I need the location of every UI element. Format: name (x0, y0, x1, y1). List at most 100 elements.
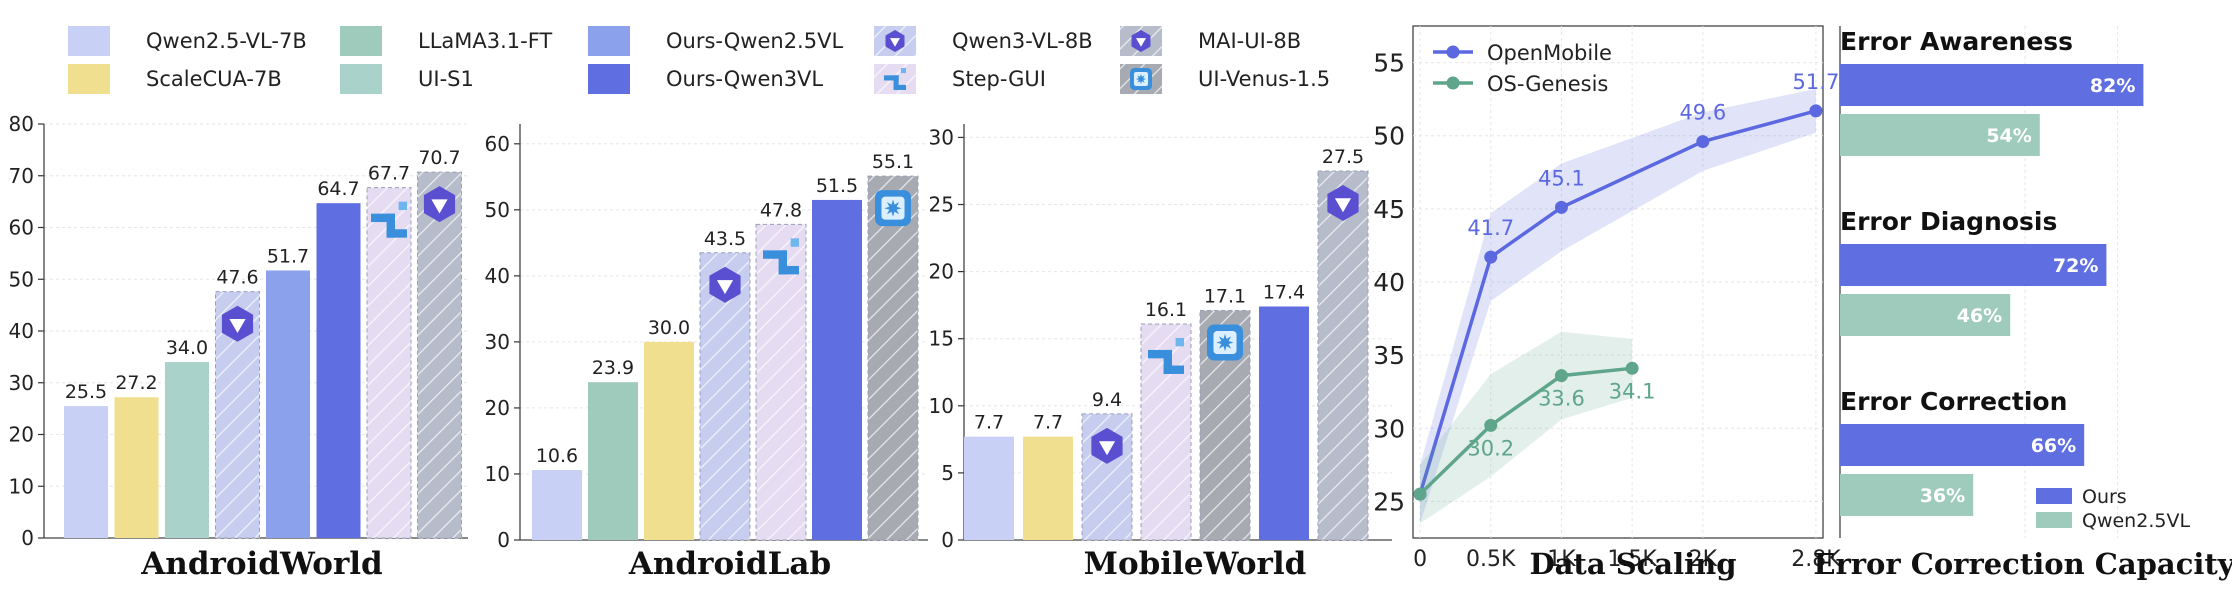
step-logo-bar (1163, 349, 1172, 374)
bar-value-label: 67.7 (368, 163, 410, 185)
step-logo-dot (900, 68, 906, 74)
bar-value-label: 27.2 (115, 372, 157, 394)
bar-value-label: 72% (2053, 255, 2098, 277)
bar-qwen25 (964, 436, 1014, 540)
bar-outline (1199, 310, 1251, 541)
qwen-logo-inner (716, 280, 734, 295)
legend-item-ours25: Ours-Qwen2.5VL (588, 26, 843, 56)
legend-item-maiui: MAI-UI-8B (1120, 26, 1301, 56)
bar-hatch (367, 187, 411, 538)
chart-title: Data Scaling (1529, 547, 1736, 581)
step-logo-dot (1175, 337, 1184, 347)
legend-marker (1446, 45, 1460, 59)
x-tick-label: 2K (1689, 547, 1718, 572)
bar-value-label: 51.5 (816, 175, 858, 197)
venus-logo-star (1216, 333, 1234, 352)
qwen-logo-icon (1091, 427, 1123, 464)
group-title: Error Diagnosis (1840, 207, 2057, 236)
qwen-logo-icon (1327, 185, 1359, 221)
data-label: 51.7 (1793, 70, 1840, 94)
legend-label: Qwen3-VL-8B (952, 29, 1093, 53)
bar-value-label: 47.6 (216, 267, 258, 289)
bar-value-label: 9.4 (1092, 389, 1122, 411)
chart-title: AndroidLab (628, 546, 831, 582)
bar-value-label: 10.6 (536, 445, 578, 467)
y-tick-label: 10 (485, 462, 510, 486)
legend-label: UI-Venus-1.5 (1198, 67, 1330, 91)
bar-outline (215, 291, 260, 539)
legend-label: Ours (2082, 486, 2127, 508)
qwen-logo-inner (1136, 38, 1146, 47)
legend-item-ours3: Ours-Qwen3VL (588, 64, 823, 94)
bar-value-label: 51.7 (267, 245, 309, 267)
x-tick-label: 0.5K (1466, 547, 1516, 572)
legend-label: OpenMobile (1487, 41, 1612, 65)
qwen-logo-icon (423, 186, 456, 223)
bar-qwen (1840, 114, 2040, 156)
y-tick-label: 30 (929, 125, 954, 149)
y-tick-label: 40 (9, 319, 34, 343)
step-logo-bar (884, 75, 899, 81)
legend-label: ScaleCUA-7B (146, 67, 282, 91)
bar-value-label: 7.7 (1033, 412, 1063, 434)
y-tick-label: 50 (1373, 122, 1405, 151)
bar-qwen (1840, 294, 2011, 336)
venus-logo-icon (875, 190, 911, 227)
step-logo-bar (386, 229, 407, 238)
group-0: Error Awareness 82% 54% (1840, 27, 2144, 156)
bar-outline (699, 252, 751, 541)
bar-value-label: 23.9 (592, 357, 634, 379)
bar-qwen (1840, 474, 1974, 516)
bar-value-label: 43.5 (704, 228, 746, 250)
step-logo-bar (371, 213, 395, 223)
y-tick-label: 80 (9, 112, 34, 136)
bar-value-label: 82% (2090, 75, 2135, 97)
bar-value-label: 7.7 (974, 412, 1004, 434)
bar-value-label: 17.1 (1204, 286, 1246, 308)
y-tick-label: 55 (1373, 49, 1405, 78)
y-tick-label: 0 (21, 526, 34, 550)
series-osgenesis: 30.2 33.6 34.1 OS-Genesis (1413, 72, 1656, 524)
y-tick-label: 40 (485, 264, 510, 288)
y-tick-label: 20 (9, 423, 34, 447)
data-label: 30.2 (1467, 436, 1514, 460)
bar-chart-1: 0 10 20 30 40 50 60 10.6 23.9 30.0 43.5 47.8 51.5 55.… (485, 124, 928, 582)
data-point (1696, 135, 1710, 149)
bar-value-label: 54% (1986, 125, 2031, 147)
data-point (1625, 361, 1639, 375)
hbar-chart: Error Awareness 82% 54% Error Diagnosis 72% 4… (1813, 26, 2232, 581)
qwen-logo-icon (221, 305, 254, 342)
group-2: Error Correction 66% 36% (1840, 387, 2085, 516)
legend-swatch (68, 26, 110, 56)
chart-title: MobileWorld (1084, 546, 1307, 582)
legend-swatch (588, 64, 630, 94)
y-tick-label: 50 (485, 198, 510, 222)
data-label: 49.6 (1679, 101, 1726, 125)
bar-scalecua (644, 341, 694, 540)
y-tick-label: 70 (9, 164, 34, 188)
legend-label: UI-S1 (418, 67, 474, 91)
legend-swatch (2036, 488, 2072, 504)
data-label: 33.6 (1538, 387, 1585, 411)
x-tick-label: 1K (1547, 547, 1576, 572)
data-label: 41.7 (1467, 216, 1514, 240)
bar-value-label: 64.7 (317, 178, 359, 200)
chart-title: AndroidWorld (140, 546, 382, 582)
y-tick-label: 25 (929, 193, 954, 217)
legend-item-stepgui: Step-GUI (874, 64, 1046, 94)
y-tick-label: 50 (9, 267, 34, 291)
legend-label: Qwen2.5-VL-7B (146, 29, 307, 53)
qwen-logo-inner (229, 319, 246, 333)
bar-value-label: 66% (2031, 435, 2076, 457)
bar-chart-2: 0 5 10 15 20 25 30 7.7 7.7 9.4 16.1 17.1 17.4 27.5 Mob… (929, 124, 1392, 582)
bar-ours (1840, 424, 2085, 466)
y-tick-label: 30 (9, 371, 34, 395)
data-point (1484, 250, 1498, 264)
y-tick-label: 20 (485, 396, 510, 420)
qwen-logo-inner (1334, 198, 1352, 213)
bar-llama (588, 382, 638, 540)
data-point (1809, 104, 1823, 118)
legend-item-qwen3: Qwen3-VL-8B (874, 26, 1093, 56)
